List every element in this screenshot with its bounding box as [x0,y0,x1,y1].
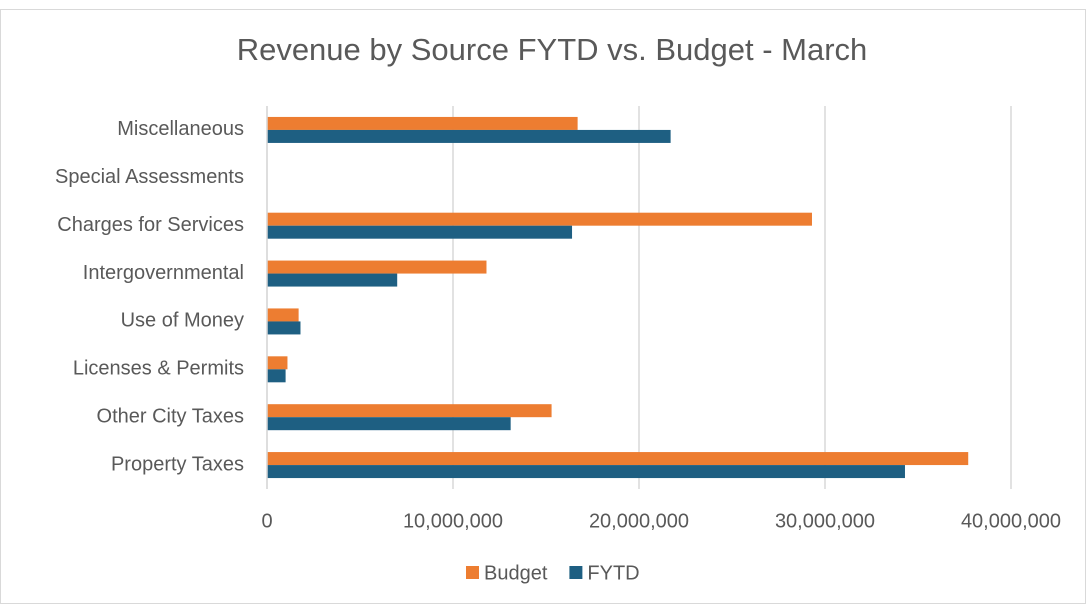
legend-label: Budget [484,562,548,584]
legend-label: FYTD [587,562,639,584]
legend-swatch [569,566,583,579]
bar [267,273,398,287]
bar [267,417,511,431]
y-tick-label: Licenses & Permits [73,358,244,380]
y-tick-label: Use of Money [121,310,244,332]
chart-title: Revenue by Source FYTD vs. Budget - Marc… [237,32,868,67]
bar [267,308,299,322]
x-tick-label: 30,000,000 [775,510,875,532]
bar [267,465,905,479]
chart-frame [0,9,1086,604]
y-tick-label: Miscellaneous [117,118,244,140]
y-tick-label: Intergovernmental [83,262,244,284]
x-tick-label: 20,000,000 [589,510,689,532]
bar [267,356,288,370]
bar [267,225,573,239]
bar [267,212,812,226]
x-tick-label: 40,000,000 [961,510,1061,532]
bar [267,321,301,335]
bar [267,369,286,383]
y-tick-label: Other City Taxes [97,405,244,427]
bar [267,129,671,143]
y-tick-label: Property Taxes [111,453,244,475]
bar [267,260,487,274]
bar [267,116,578,130]
y-tick-label: Special Assessments [55,166,244,188]
bar [267,452,969,466]
x-tick-label: 10,000,000 [403,510,503,532]
x-tick-label: 0 [261,510,272,532]
bar [267,404,552,418]
y-tick-label: Charges for Services [57,214,244,236]
legend-swatch [466,566,479,579]
